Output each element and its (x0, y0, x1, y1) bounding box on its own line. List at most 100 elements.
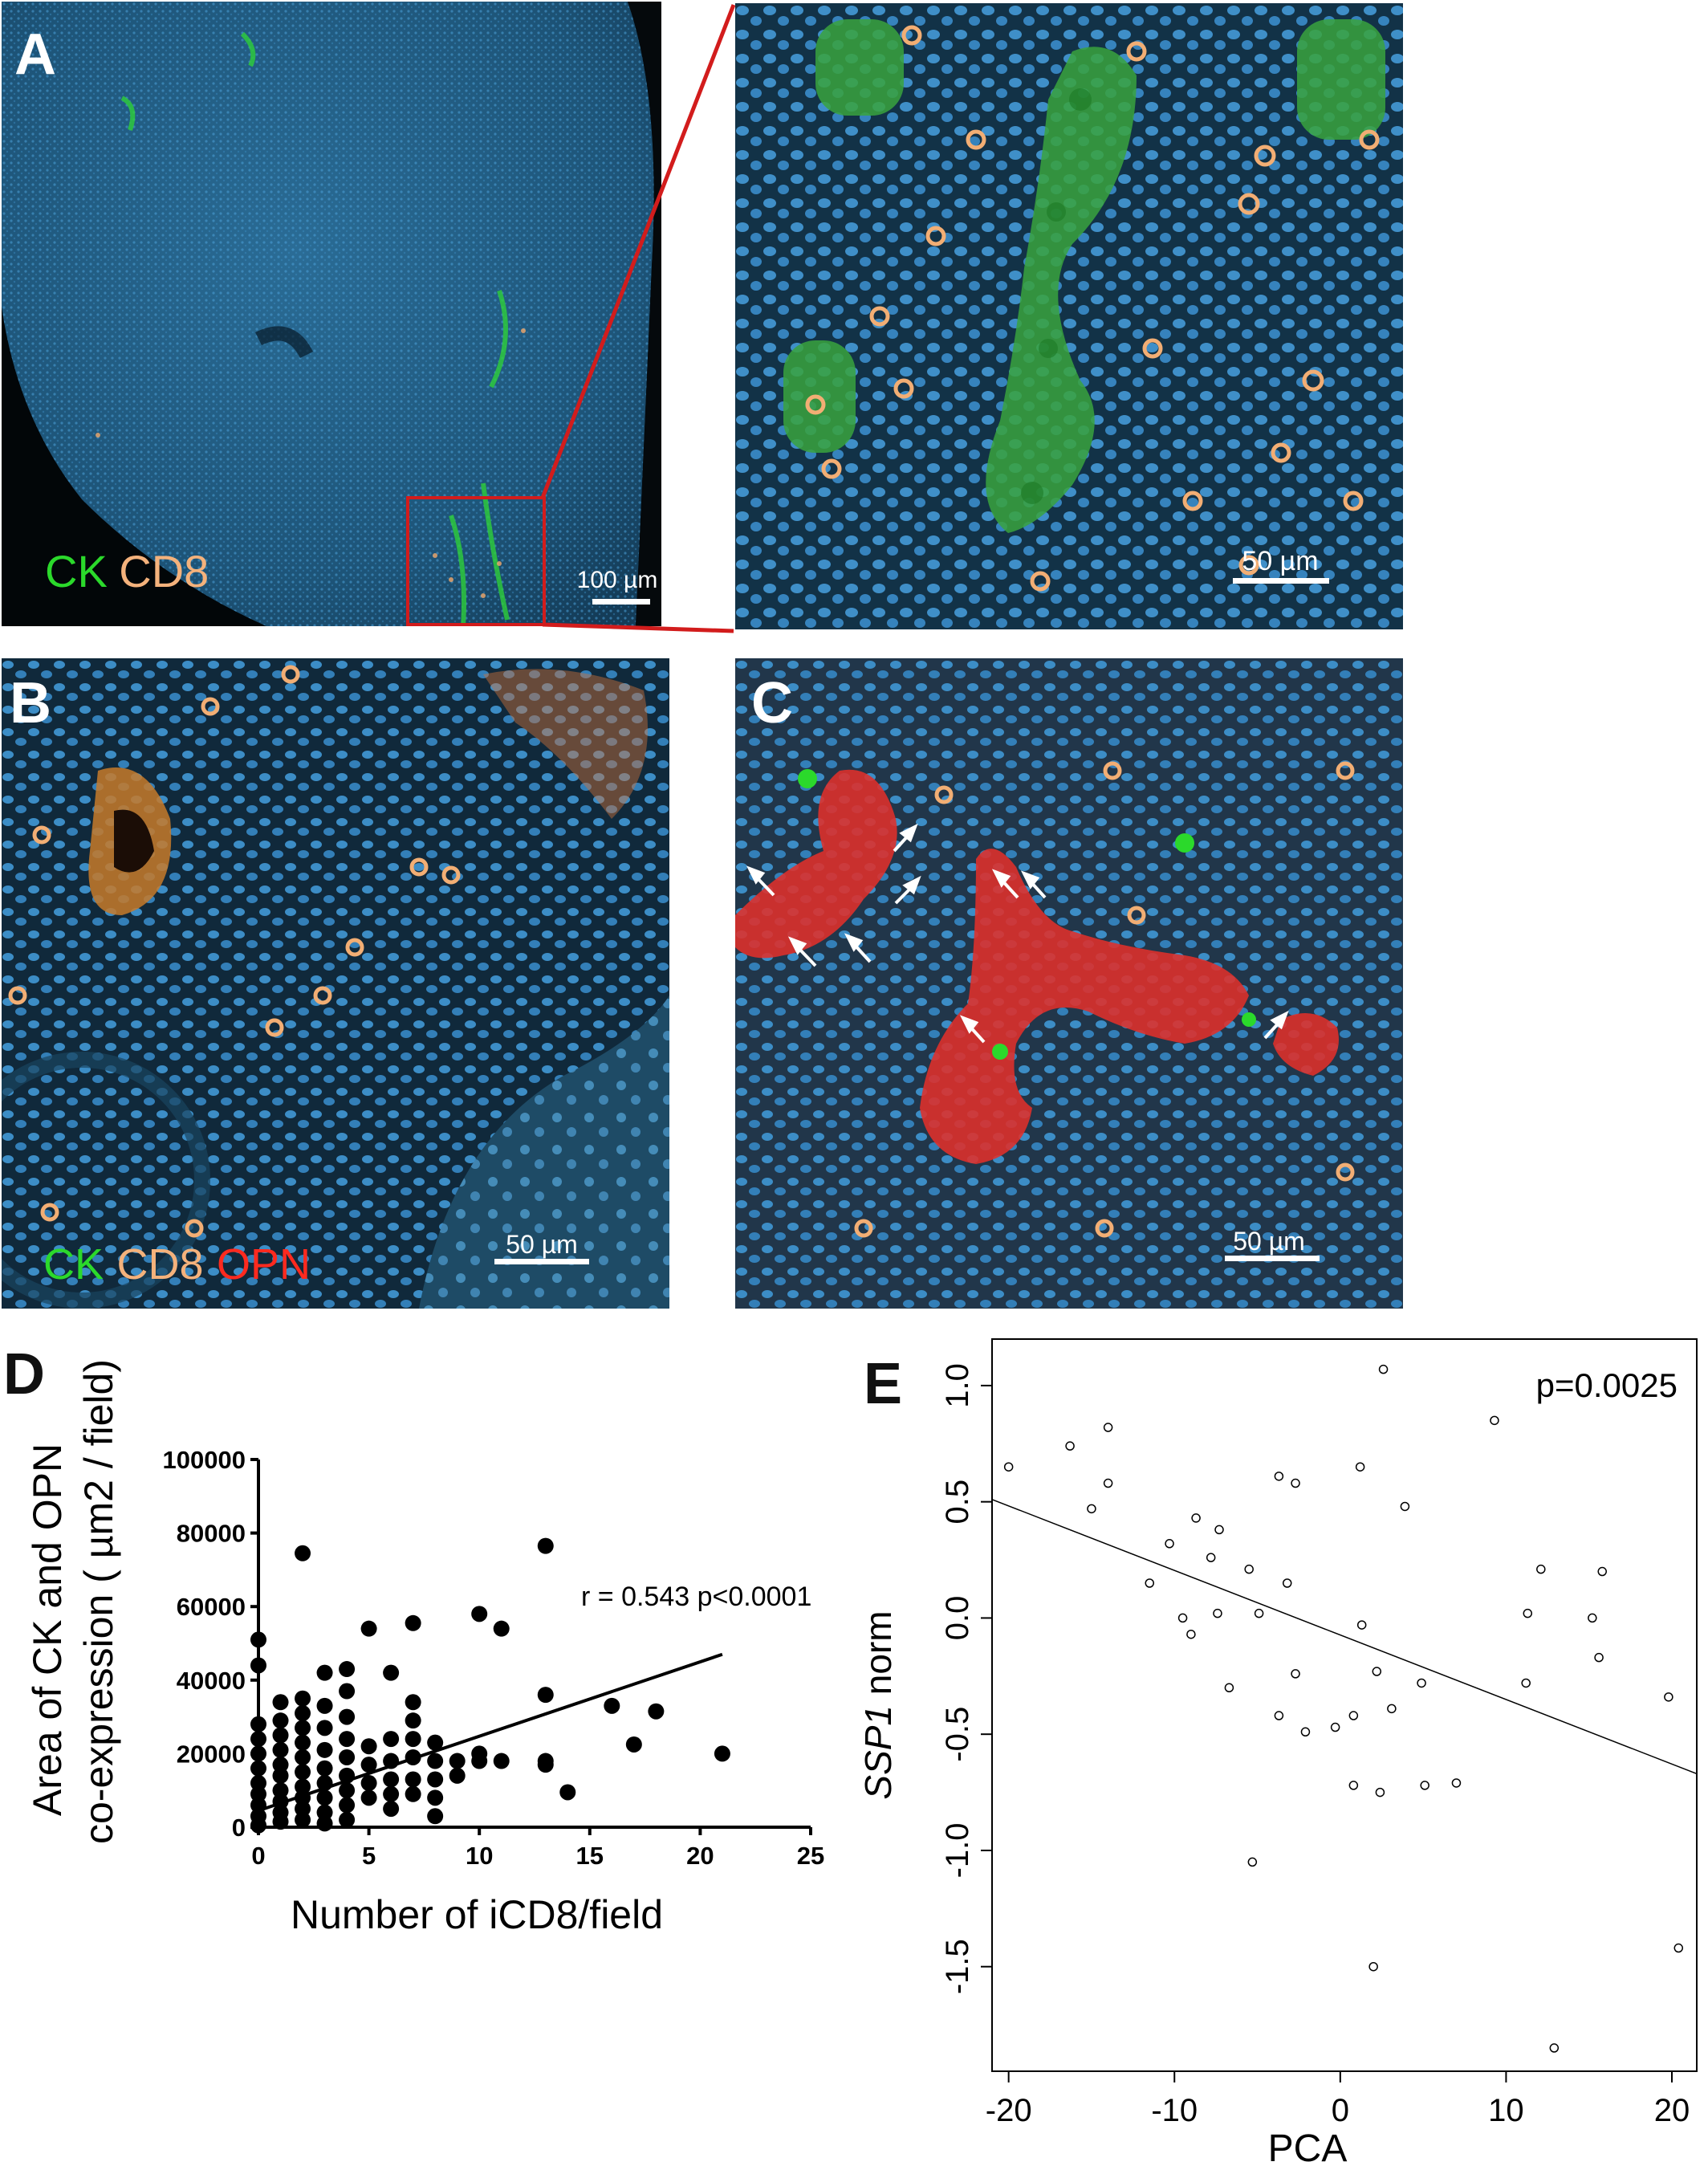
data-point (1417, 1678, 1426, 1688)
data-point (427, 1753, 444, 1769)
data-point (295, 1801, 311, 1818)
data-point (383, 1801, 400, 1818)
data-point (339, 1661, 356, 1678)
panel-b-stain-legend: CK CD8 OPN (43, 1243, 311, 1286)
panel-b-micrograph (2, 658, 669, 1309)
data-point (250, 1631, 266, 1648)
data-point (295, 1811, 311, 1828)
data-point (1103, 1423, 1113, 1432)
x-tick-label: 25 (797, 1842, 824, 1870)
data-point (250, 1785, 266, 1802)
data-point (1213, 1608, 1222, 1618)
y-axis-label: Area of CK and OPN (25, 1443, 70, 1816)
data-point (1348, 1711, 1359, 1720)
data-point (1165, 1539, 1174, 1549)
data-point (316, 1697, 333, 1714)
data-point (1300, 1727, 1311, 1737)
data-point (1588, 1613, 1597, 1623)
data-point (316, 1741, 333, 1758)
data-point (1387, 1704, 1397, 1714)
y-tick-label: 40000 (177, 1667, 246, 1695)
panel-a-stain-legend: CK CD8 (45, 549, 209, 594)
data-point (1274, 1472, 1284, 1481)
regression-line (991, 1499, 1698, 1775)
data-point (295, 1705, 311, 1722)
data-point (295, 1690, 311, 1707)
data-point (272, 1694, 289, 1711)
data-point (272, 1814, 289, 1830)
y-axis-label: SSP1 norm (857, 1610, 899, 1799)
data-point (316, 1789, 333, 1806)
data-point (295, 1734, 311, 1751)
data-point (272, 1782, 289, 1799)
data-point (405, 1614, 421, 1631)
data-point (1191, 1513, 1201, 1523)
data-point (383, 1771, 400, 1788)
y-axis-label: co-expression ( µm2 / field) (76, 1359, 121, 1844)
data-point (295, 1720, 311, 1736)
data-point (1536, 1564, 1546, 1574)
data-point (295, 1778, 311, 1795)
data-point (1355, 1462, 1365, 1472)
panel-a-zoom-image: 50 µm (735, 3, 1403, 629)
zoom-connector-lines (540, 4, 736, 633)
ck-stain-label: CK (45, 546, 108, 596)
data-point (427, 1771, 444, 1788)
arrow-icon (1020, 870, 1047, 899)
data-point (383, 1664, 400, 1681)
y-tick-label: -0.5 (940, 1707, 975, 1762)
data-point (714, 1745, 730, 1762)
data-point (272, 1757, 289, 1773)
data-point (405, 1771, 421, 1788)
data-point (1375, 1787, 1385, 1797)
data-point (250, 1716, 266, 1732)
data-point (1145, 1578, 1155, 1588)
data-point (1087, 1504, 1096, 1514)
cd8-stain-label: CD8 (116, 1240, 204, 1289)
panel-a-letter: A (14, 22, 56, 87)
panel-a-zoom-scale-bar (1233, 578, 1329, 584)
regression-line (258, 1652, 723, 1813)
data-point (383, 1731, 400, 1748)
panel-d-scatter-chart: 0 20000 40000 60000 80000 100000 0 5 10 15 20 25 r =… (25, 1359, 824, 1937)
data-point (1244, 1564, 1254, 1574)
plot-frame (991, 1338, 1698, 2072)
data-point (1282, 1578, 1292, 1588)
panel-e-letter: E (864, 1352, 903, 1416)
data-point (339, 1708, 356, 1725)
data-point (604, 1697, 620, 1714)
data-point (427, 1734, 444, 1751)
data-point (316, 1815, 333, 1832)
data-point (1348, 1781, 1359, 1790)
panel-b-scale-label: 50 µm (506, 1230, 578, 1259)
data-point (339, 1749, 356, 1765)
y-tick-label: 80000 (177, 1520, 246, 1548)
data-point (1330, 1722, 1340, 1732)
y-axis-label-gene: SSP1 (857, 1705, 899, 1800)
arrow-icon (959, 1015, 986, 1044)
data-point (383, 1785, 400, 1802)
panel-b-scale-bar (494, 1259, 589, 1264)
y-tick-label: 0.0 (940, 1596, 975, 1641)
data-point (1224, 1683, 1234, 1693)
data-point (493, 1753, 510, 1769)
x-axis-label: Number of iCD8/field (291, 1892, 663, 1937)
data-point (360, 1757, 377, 1773)
panel-a-scale-label: 100 µm (576, 567, 658, 593)
arrow-icon (1263, 1010, 1289, 1040)
y-tick-label: 0 (232, 1814, 246, 1842)
data-point (316, 1720, 333, 1736)
data-point (1521, 1678, 1531, 1688)
arrow-icon (893, 823, 918, 853)
panel-c-letter: C (751, 671, 793, 735)
y-tick-label: 20000 (177, 1740, 246, 1768)
data-point (471, 1753, 488, 1769)
y-tick-label: 100000 (163, 1446, 246, 1474)
data-point (1291, 1478, 1300, 1488)
panel-a-zoom-scale-label: 50 µm (1242, 546, 1319, 576)
data-point (1214, 1525, 1224, 1535)
data-point (1378, 1364, 1389, 1374)
opn-stain-label: OPN (216, 1240, 311, 1289)
data-point (272, 1727, 289, 1744)
data-point (360, 1789, 377, 1806)
